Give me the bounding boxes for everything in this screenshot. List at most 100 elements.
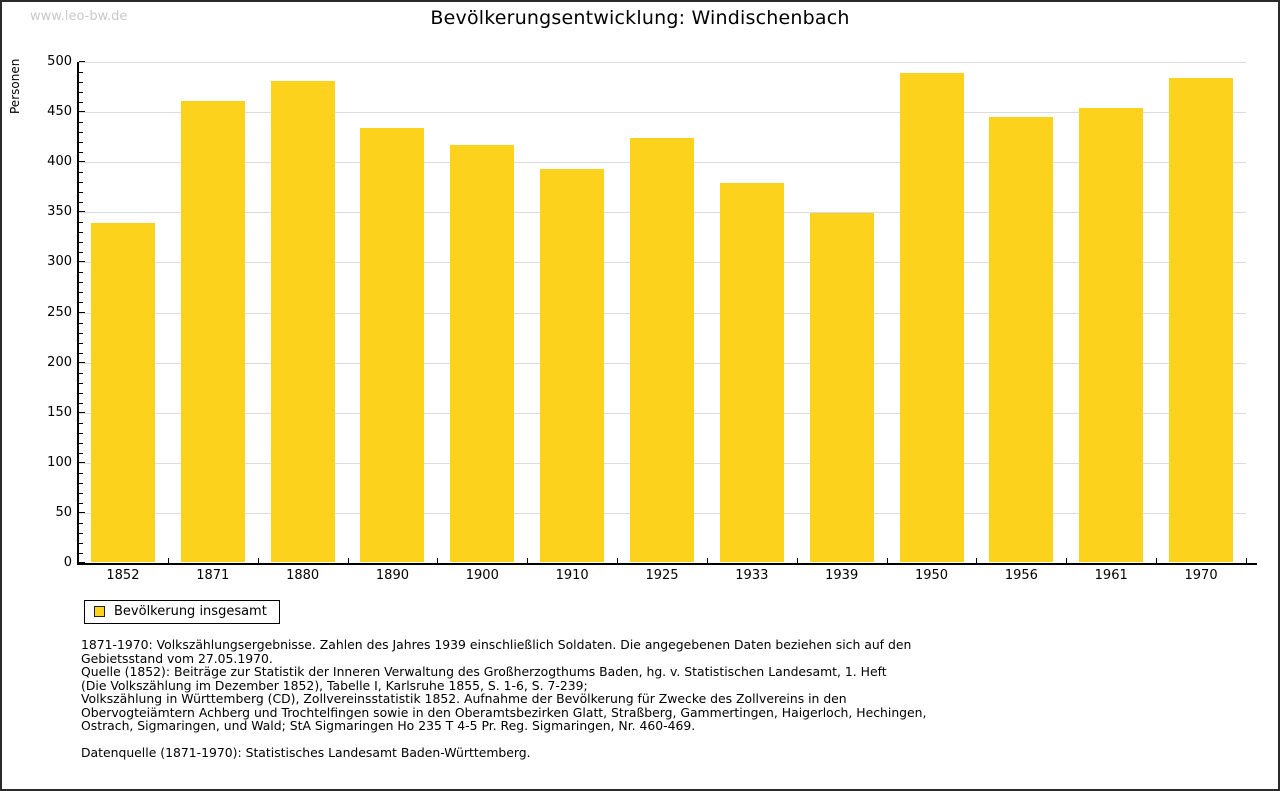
xtick-7 [706, 558, 708, 563]
xlabel-1890: 1890 [375, 568, 409, 583]
xlabel-1852: 1852 [106, 568, 140, 583]
watermark-leo-bw: www.leo-bw.de [30, 9, 128, 24]
bar-1961 [1079, 108, 1144, 562]
gridline-450 [78, 112, 1246, 114]
ytick-130 [79, 432, 83, 434]
ytick-170 [79, 392, 83, 394]
ytick-310 [79, 252, 83, 254]
xtick-6 [617, 558, 619, 563]
source-footnotes: 1871-1970: Volkszählungsergebnisse. Zahl… [81, 638, 1201, 760]
ytick-180 [79, 382, 83, 384]
bar-1950 [899, 73, 964, 562]
ytick-190 [79, 372, 83, 374]
bar-1890 [360, 128, 425, 562]
ytick-label-400: 400 [47, 154, 72, 170]
ytick-140 [79, 422, 83, 424]
footnote-line-3: Quelle (1852): Beiträge zur Statistik de… [81, 664, 887, 679]
xtick-5 [527, 558, 529, 563]
ytick-330 [79, 232, 83, 234]
ytick-290 [79, 272, 83, 274]
ytick-320 [79, 242, 83, 244]
xtick-10 [976, 558, 978, 563]
ytick-160 [79, 402, 83, 404]
y-axis-title: Personen [8, 58, 22, 114]
footnote-line-2: Gebietsstand vom 27.05.1970. [81, 650, 273, 666]
ytick-80 [79, 482, 83, 484]
ytick-430 [79, 132, 83, 134]
ytick-210 [79, 352, 83, 354]
bar-1910 [540, 169, 605, 562]
xlabel-1933: 1933 [735, 568, 769, 583]
ytick-label-200: 200 [47, 354, 72, 370]
xtick-12 [1156, 558, 1158, 563]
xlabel-1956: 1956 [1004, 568, 1038, 583]
footnote-line-4: (Die Volkszählung im Dezember 1852), Tab… [81, 677, 588, 693]
ytick-380 [79, 182, 83, 184]
ytick-480 [79, 82, 83, 84]
xlabel-1880: 1880 [286, 568, 320, 583]
bar-1939 [809, 213, 874, 562]
footnote-line-9: Datenquelle (1871-1970): Statistisches L… [81, 745, 531, 760]
ytick-470 [79, 92, 83, 94]
ytick-90 [79, 472, 83, 474]
ytick-120 [79, 442, 83, 444]
gridline-500 [78, 62, 1246, 63]
bar-1900 [450, 145, 515, 562]
ytick-20 [79, 542, 83, 544]
ytick-230 [79, 332, 83, 334]
ytick-440 [79, 122, 83, 124]
footnote-line-5: Volkszählung in Württemberg (CD), Zollve… [81, 691, 847, 706]
ytick-420 [79, 142, 83, 144]
ytick-label-0: 0 [63, 555, 72, 570]
ytick-60 [79, 502, 83, 504]
ytick-label-300: 300 [47, 254, 72, 270]
legend-label: Bevölkerung insgesamt [114, 604, 267, 619]
xlabel-1961: 1961 [1094, 568, 1128, 583]
xtick-2 [257, 558, 259, 563]
ytick-70 [79, 492, 83, 494]
xtick-9 [886, 558, 888, 563]
ytick-110 [79, 452, 83, 454]
xtick-13 [1246, 558, 1247, 563]
ytick-label-500: 500 [47, 54, 72, 69]
ytick-label-100: 100 [47, 454, 72, 470]
xlabel-1970: 1970 [1184, 568, 1218, 583]
ytick-490 [79, 72, 83, 74]
footnote-line-6: Obervogteiämtern Achberg und Trochtelfin… [81, 704, 927, 720]
ytick-label-150: 150 [47, 404, 72, 420]
x-axis-line [77, 563, 1257, 565]
xtick-4 [437, 558, 439, 563]
ytick-40 [79, 522, 83, 524]
ytick-10 [79, 552, 83, 554]
ytick-label-450: 450 [47, 104, 72, 120]
ytick-390 [79, 172, 83, 174]
bar-1871 [180, 101, 245, 562]
ytick-460 [79, 102, 83, 104]
ytick-30 [79, 532, 83, 534]
ytick-label-50: 50 [55, 504, 72, 520]
ytick-280 [79, 282, 83, 284]
bar-1852 [90, 223, 155, 562]
ytick-240 [79, 322, 83, 324]
footnote-line-7: Ostrach, Sigmaringen, und Wald; StA Sigm… [81, 718, 696, 733]
legend: Bevölkerung insgesamt [84, 600, 280, 624]
ytick-label-250: 250 [47, 304, 72, 320]
xlabel-1910: 1910 [555, 568, 589, 583]
plot-area [78, 62, 1246, 563]
bar-1925 [630, 138, 694, 562]
footnote-line-8 [81, 733, 1201, 747]
ytick-410 [79, 152, 83, 154]
bar-1933 [719, 183, 784, 562]
xlabel-1925: 1925 [645, 568, 679, 583]
ytick-270 [79, 292, 83, 294]
chart-title: Bevölkerungsentwicklung: Windischenbach [430, 7, 850, 29]
bar-1880 [270, 81, 335, 562]
xlabel-1900: 1900 [465, 568, 499, 583]
xlabel-1939: 1939 [825, 568, 859, 583]
ytick-360 [79, 202, 83, 204]
xtick-1 [167, 558, 169, 563]
bar-1970 [1169, 78, 1234, 562]
legend-swatch-icon [94, 606, 105, 617]
xtick-3 [347, 558, 349, 563]
